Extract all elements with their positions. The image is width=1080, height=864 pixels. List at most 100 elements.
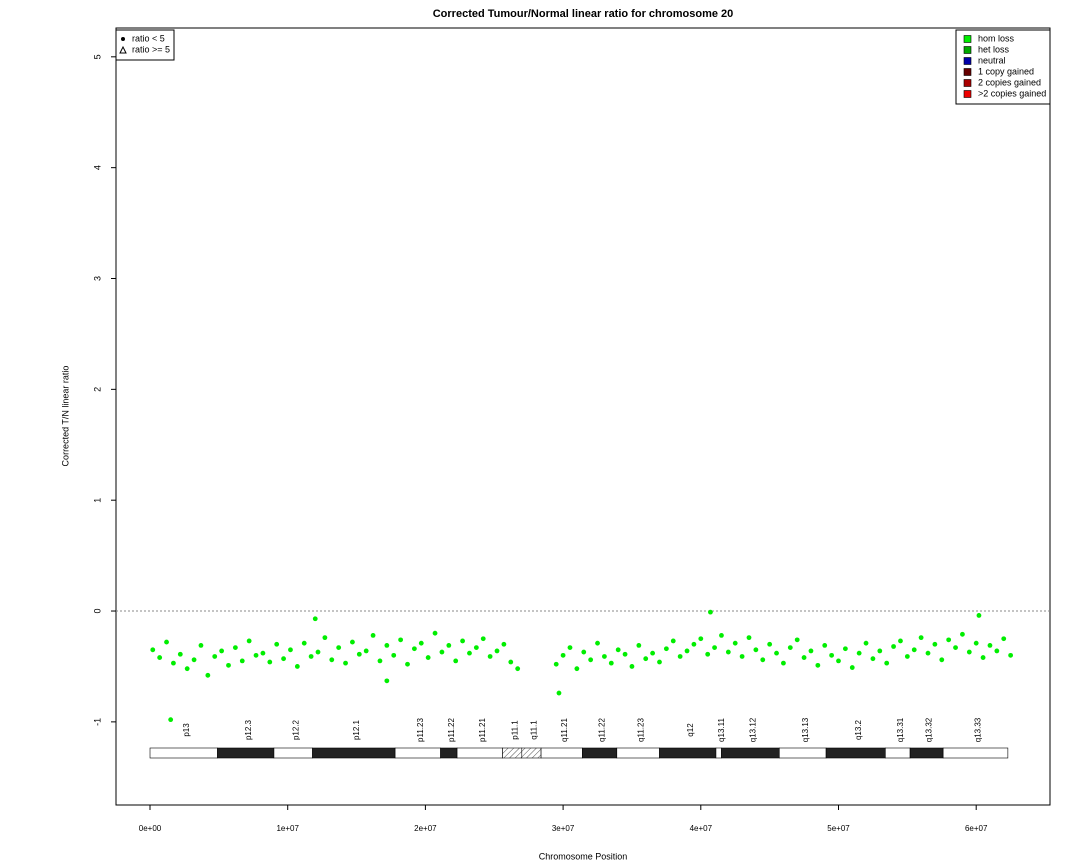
data-point — [168, 717, 174, 723]
legend-swatch — [963, 46, 972, 54]
data-point — [622, 651, 628, 657]
legend-label: 2 copies gained — [978, 77, 1041, 87]
data-point — [508, 659, 514, 665]
data-point — [725, 649, 731, 655]
chromosome-band — [217, 747, 275, 759]
data-point — [712, 645, 717, 651]
band-label: p11.22 — [447, 718, 456, 742]
data-point — [877, 648, 883, 654]
x-tick-label: 1e+07 — [276, 824, 299, 833]
band-label: p12.2 — [291, 719, 300, 740]
data-point — [418, 640, 424, 646]
data-point — [377, 658, 383, 664]
data-point — [384, 678, 390, 684]
data-point — [239, 658, 245, 664]
x-tick-label: 6e+07 — [965, 824, 988, 833]
chromosome-band — [456, 747, 503, 759]
legend-label: ratio >= 5 — [132, 44, 170, 54]
chromosome-band — [942, 747, 1009, 759]
data-point — [719, 633, 724, 638]
data-point — [994, 648, 1000, 654]
data-point — [588, 657, 594, 663]
data-point — [301, 640, 307, 646]
data-point — [432, 630, 438, 636]
legend-label: het loss — [978, 44, 1010, 54]
data-point — [294, 664, 300, 669]
band-label: q11.22 — [598, 718, 607, 742]
data-point — [602, 654, 607, 659]
data-point — [760, 657, 766, 663]
data-point — [473, 645, 479, 651]
data-point — [198, 642, 204, 648]
data-point — [157, 655, 163, 660]
band-label: q13.33 — [974, 717, 983, 742]
legend-label: hom loss — [978, 33, 1015, 43]
data-point — [815, 662, 821, 668]
data-point — [350, 639, 355, 645]
data-point — [746, 635, 752, 641]
y-tick-label: 2 — [92, 387, 102, 392]
data-point — [205, 672, 211, 678]
data-point — [425, 655, 431, 660]
band-label: p12.3 — [244, 719, 253, 740]
data-point — [494, 648, 500, 654]
data-point — [391, 652, 397, 658]
data-point — [629, 664, 635, 669]
data-point — [976, 613, 982, 618]
legend-swatch — [963, 68, 972, 76]
band-label: q11.21 — [560, 718, 569, 742]
data-point — [774, 650, 779, 656]
data-point — [781, 660, 786, 666]
data-point — [856, 650, 862, 656]
band-label: q13.12 — [748, 717, 757, 742]
band-label: q13.2 — [854, 719, 863, 740]
legend-swatch — [963, 90, 972, 98]
data-point — [260, 650, 266, 656]
data-point — [581, 649, 587, 655]
data-point — [150, 647, 156, 653]
data-point — [460, 638, 465, 644]
data-point — [657, 659, 662, 665]
data-point — [312, 616, 318, 622]
band-label: q13.31 — [896, 717, 905, 742]
data-point — [219, 648, 225, 654]
data-point — [212, 654, 218, 659]
x-tick-label: 4e+07 — [690, 824, 713, 833]
data-point — [267, 659, 273, 665]
chromosome-band — [721, 747, 780, 759]
x-tick-label: 5e+07 — [827, 824, 850, 833]
data-point — [281, 656, 286, 662]
data-point — [849, 665, 855, 670]
x-axis-label: Chromosome Position — [539, 851, 628, 861]
data-point — [987, 642, 993, 648]
band-label: q12 — [686, 723, 695, 737]
chromosome-band — [149, 747, 218, 759]
data-point — [960, 631, 965, 637]
data-point — [177, 651, 183, 657]
band-label: q13.32 — [925, 717, 934, 742]
chromosome-band — [312, 747, 396, 759]
data-point — [370, 633, 376, 638]
x-tick-label: 3e+07 — [552, 824, 575, 833]
data-point — [164, 639, 169, 645]
data-point — [336, 645, 342, 651]
data-point — [1001, 636, 1007, 642]
plot-frame — [115, 27, 1051, 806]
data-point — [918, 635, 924, 641]
data-point — [232, 645, 238, 651]
data-point — [439, 649, 445, 655]
band-label: q11.23 — [636, 718, 645, 742]
band-label: q13.11 — [717, 718, 726, 742]
data-point — [698, 636, 704, 642]
data-point — [904, 654, 910, 659]
data-point — [608, 660, 614, 666]
chromosome-band — [394, 747, 441, 759]
band-label: q13.13 — [801, 717, 810, 742]
data-point — [643, 656, 649, 662]
data-point — [574, 666, 580, 672]
shape-legend-box — [115, 29, 175, 61]
band-label: p13 — [182, 723, 191, 737]
data-point — [980, 655, 986, 660]
legend-swatch — [963, 57, 972, 65]
